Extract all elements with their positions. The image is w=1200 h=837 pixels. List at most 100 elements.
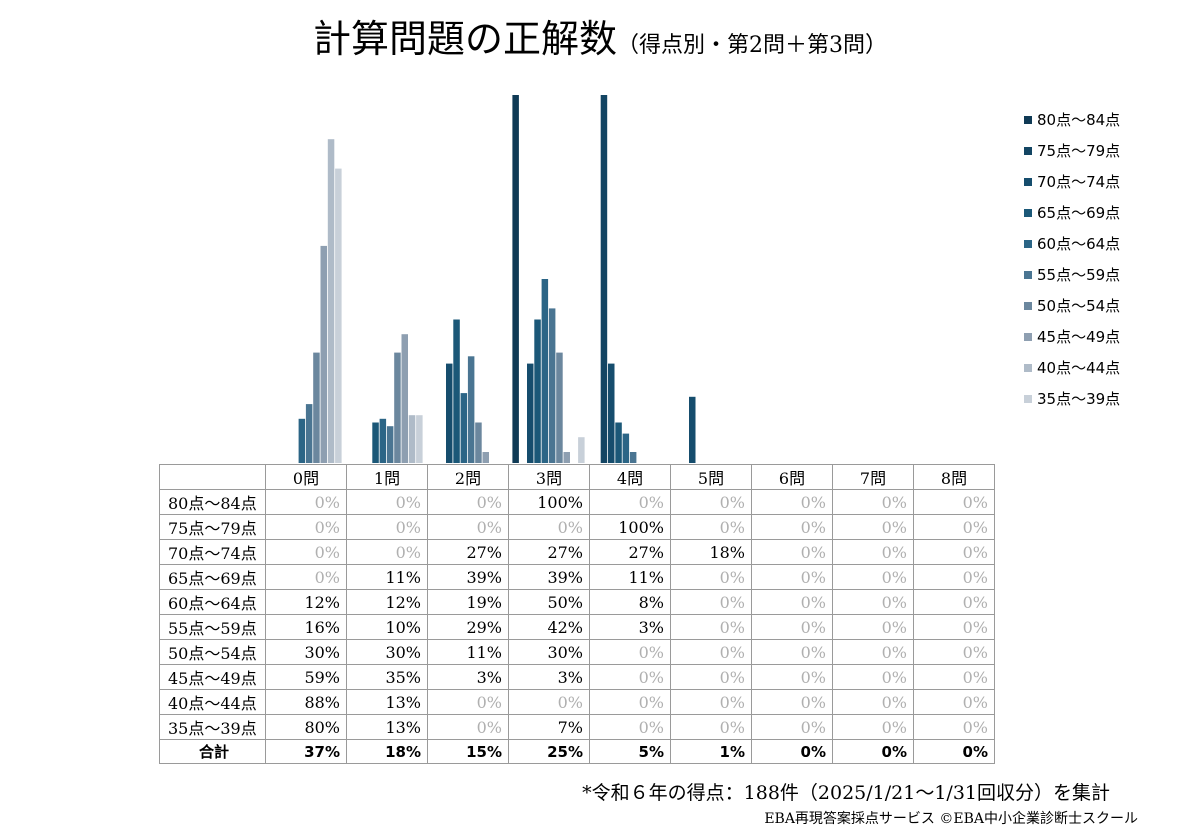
bar-2-4	[460, 393, 468, 463]
bar-0-6	[313, 352, 320, 463]
table-cell: 0%	[832, 514, 914, 540]
bar-1-7	[401, 334, 408, 463]
table-cell: 0%	[751, 614, 833, 640]
bar-0-5	[305, 404, 313, 463]
table-cell: 0%	[751, 564, 833, 590]
row-label: 40点〜44点	[159, 689, 266, 715]
column-header: 5問	[670, 464, 752, 490]
table-cell: 0%	[913, 714, 995, 740]
bar-3-3	[534, 319, 541, 463]
table-cell: 0%	[265, 514, 347, 540]
column-header: 1問	[346, 464, 428, 490]
bar-5-2	[689, 396, 696, 463]
table-cell: 39%	[508, 564, 590, 590]
bar-0-8	[327, 139, 335, 463]
total-cell: 15%	[427, 738, 509, 765]
table-cell: 0%	[589, 639, 671, 665]
table-cell: 12%	[346, 589, 428, 615]
table-cell: 100%	[508, 489, 590, 515]
row-label: 55点〜59点	[159, 614, 266, 640]
table-cell: 19%	[427, 589, 509, 615]
bar-0-4	[298, 418, 306, 463]
bar-2-7	[482, 452, 489, 463]
table-cell: 0%	[589, 689, 671, 715]
bar-2-3	[453, 319, 460, 463]
table-cell: 7%	[508, 714, 590, 740]
row-label: 50点〜54点	[159, 639, 266, 665]
table-row: 80点〜84点 0% 0% 0% 100% 0% 0% 0% 0% 0%	[159, 489, 995, 515]
table-cell: 0%	[832, 714, 914, 740]
bar-2-6	[475, 422, 482, 463]
table-cell: 29%	[427, 614, 509, 640]
table-cell: 0%	[670, 614, 752, 640]
table-cell: 0%	[346, 489, 428, 515]
table-cell: 0%	[265, 539, 347, 565]
bar-1-6	[394, 352, 401, 463]
bar-3-0	[512, 95, 519, 463]
table-row: 45点〜49点 59% 35% 3% 3% 0% 0% 0% 0% 0%	[159, 664, 995, 690]
totals-label: 合計	[159, 738, 266, 765]
bar-chart	[298, 95, 696, 463]
legend-label: 40点〜44点	[1037, 359, 1121, 377]
table-cell: 3%	[508, 664, 590, 690]
column-header: 0問	[265, 464, 347, 490]
table-row: 35点〜39点 80% 13% 0% 7% 0% 0% 0% 0% 0%	[159, 714, 995, 740]
table-cell: 0%	[508, 514, 590, 540]
table-row: 65点〜69点 0% 11% 39% 39% 11% 0% 0% 0% 0%	[159, 564, 995, 590]
bar-3-6	[556, 352, 563, 463]
table-cell: 18%	[670, 539, 752, 565]
total-cell: 25%	[508, 738, 590, 765]
bar-4-3	[615, 422, 622, 463]
table-cell: 0%	[670, 714, 752, 740]
legend-label: 70点〜74点	[1037, 173, 1121, 191]
bar-1-4	[379, 418, 387, 463]
table-cell: 30%	[508, 639, 590, 665]
table-cell: 0%	[832, 689, 914, 715]
table-cell: 35%	[346, 664, 428, 690]
table-cell: 3%	[427, 664, 509, 690]
column-header: 3問	[508, 464, 590, 490]
table-cell: 0%	[670, 564, 752, 590]
table-cell: 80%	[265, 714, 347, 740]
table-cell: 0%	[670, 589, 752, 615]
legend-swatch	[1024, 239, 1032, 248]
table-cell: 0%	[589, 664, 671, 690]
legend-label: 55点〜59点	[1037, 266, 1121, 284]
table-cell: 0%	[913, 664, 995, 690]
table-cell: 0%	[832, 639, 914, 665]
table-cell: 0%	[751, 589, 833, 615]
table-row: 55点〜59点 16% 10% 29% 42% 3% 0% 0% 0% 0%	[159, 614, 995, 640]
table-cell: 3%	[589, 614, 671, 640]
legend-swatch	[1024, 332, 1032, 341]
table-cell: 0%	[751, 514, 833, 540]
table-row: 50点〜54点 30% 30% 11% 30% 0% 0% 0% 0% 0%	[159, 639, 995, 665]
legend-swatch	[1024, 146, 1032, 155]
bar-0-9	[335, 168, 342, 463]
table-cell: 0%	[751, 664, 833, 690]
table-cell: 0%	[427, 714, 509, 740]
bar-1-5	[386, 426, 394, 463]
column-header: 2問	[427, 464, 509, 490]
bar-4-4	[622, 433, 630, 463]
row-label: 65点〜69点	[159, 564, 266, 590]
table-corner-cell	[159, 464, 266, 490]
table-cell: 0%	[751, 689, 833, 715]
row-label: 35点〜39点	[159, 714, 266, 740]
table-cell: 0%	[265, 489, 347, 515]
table-cell: 0%	[913, 689, 995, 715]
bar-3-2	[527, 363, 534, 463]
legend-item: 80点〜84点	[1024, 104, 1120, 135]
table-cell: 27%	[427, 539, 509, 565]
table-cell: 42%	[508, 614, 590, 640]
table-cell: 0%	[832, 614, 914, 640]
legend-label: 60点〜64点	[1037, 235, 1121, 253]
legend-label: 65点〜69点	[1037, 204, 1121, 222]
table-cell: 11%	[427, 639, 509, 665]
bar-3-7	[563, 452, 570, 463]
legend-label: 80点〜84点	[1037, 111, 1121, 129]
legend-item: 60点〜64点	[1024, 228, 1120, 259]
total-cell: 18%	[346, 738, 428, 765]
table-cell: 0%	[832, 589, 914, 615]
table-cell: 0%	[670, 489, 752, 515]
row-label: 80点〜84点	[159, 489, 266, 515]
